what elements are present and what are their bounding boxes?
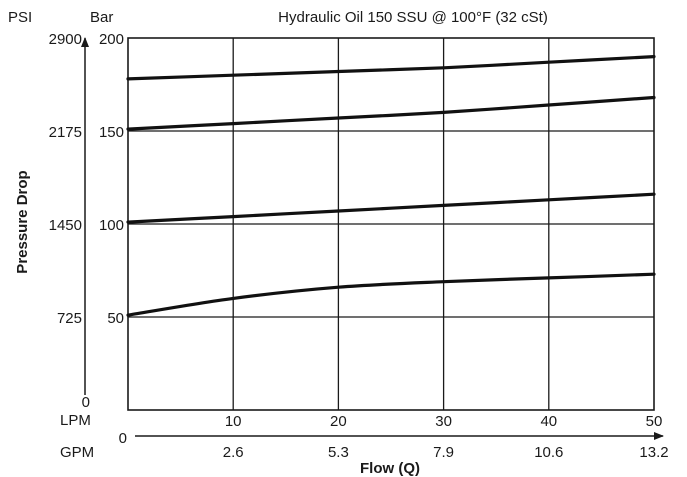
bar-tick-label: 50 [107, 310, 124, 327]
lpm-tick-label: 30 [435, 413, 452, 430]
lpm-unit-label: LPM [60, 412, 91, 429]
psi-tick-label: 2900 [49, 31, 82, 48]
series-line-2 [126, 192, 656, 224]
lpm-tick-label: 50 [646, 413, 663, 430]
grid [128, 38, 654, 410]
psi-unit-label: PSI [8, 9, 32, 26]
psi-tick-label: 1450 [49, 217, 82, 234]
gpm-tick-label: 2.6 [223, 444, 244, 461]
plot-frame [127, 37, 655, 411]
gpm-tick-label: 7.9 [433, 444, 454, 461]
series-line-4 [126, 55, 656, 81]
bar-tick-label: 200 [99, 31, 124, 48]
gpm-tick-label: 10.6 [534, 444, 563, 461]
y-axis-title: Pressure Drop [14, 170, 31, 273]
lpm-tick-label: 20 [330, 413, 347, 430]
series-lines [126, 55, 656, 317]
bar-unit-label: Bar [90, 9, 113, 26]
gpm-tick-label: 5.3 [328, 444, 349, 461]
series-line-3 [126, 95, 656, 131]
bar-tick-label: 100 [99, 217, 124, 234]
gpm-unit-label: GPM [60, 444, 94, 461]
series-line-1 [126, 272, 656, 317]
psi-tick-label: 0 [82, 394, 90, 411]
lpm-tick-label: 10 [225, 413, 242, 430]
psi-tick-label: 2175 [49, 124, 82, 141]
lpm-tick-label: 40 [540, 413, 557, 430]
gpm-tick-label: 13.2 [639, 444, 668, 461]
tick-labels: 50 100 150 200 0 725 1450 2175 2900 10 20 30 40 50 2.6… [49, 31, 669, 461]
chart-title: Hydraulic Oil 150 SSU @ 100°F (32 cSt) [278, 9, 548, 26]
psi-tick-label: 725 [57, 310, 82, 327]
bar-tick-label: 150 [99, 124, 124, 141]
x-axis-title: Flow (Q) [360, 460, 420, 477]
flow-origin-label: 0 [119, 430, 127, 447]
